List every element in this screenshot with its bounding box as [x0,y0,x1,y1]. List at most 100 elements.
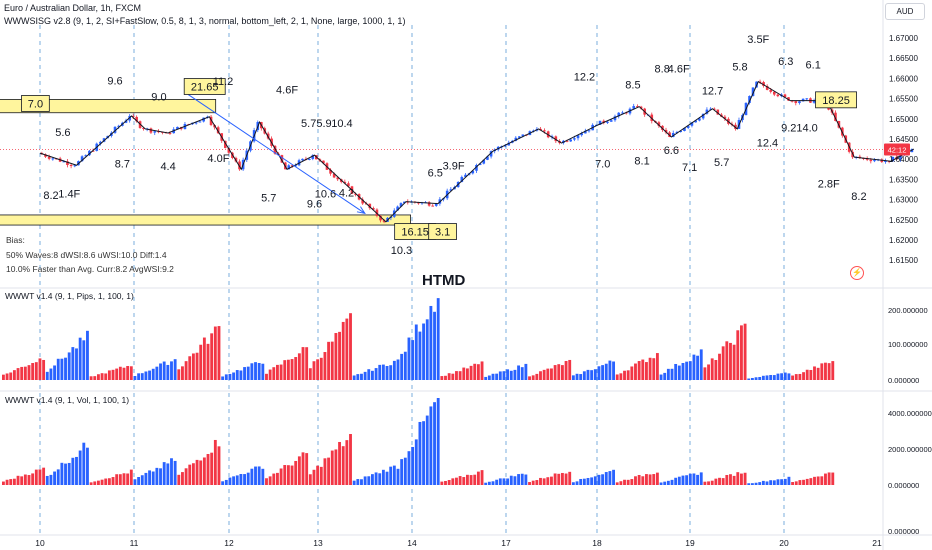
volume-bar [754,377,758,380]
volume-bar [60,462,64,485]
volume-bar [586,477,590,485]
volume-bar [371,370,374,380]
volume-bar [86,447,89,485]
volume-bar [513,476,517,485]
candle-body [769,89,773,92]
wave-label-box [183,78,226,95]
volume-bar [707,481,710,485]
volume-bar [436,298,440,380]
volume-bar [473,363,477,380]
volume-bar [268,476,272,485]
volume-bar [729,342,732,380]
wave-zigzag-line [39,80,915,223]
candle-body [329,169,332,174]
candle-body [486,156,489,160]
volume-bar [524,474,528,485]
volume-bar [181,472,184,485]
wave-label: 5.8 [732,61,747,73]
volume-bar [305,347,309,380]
candle-body [290,165,294,167]
volume-bar [71,347,75,380]
volume-bar [381,364,385,380]
wave-label: 4.4 [160,161,175,173]
volume-bar [498,371,502,380]
price-tick-label: 1.66000 [889,74,918,83]
volume-bar [104,478,108,485]
wave-label: 9.214.0 [781,122,818,134]
candle-body [686,125,690,128]
volume-bar [265,478,268,485]
wave-label: 5.7 [714,157,729,169]
wave-label: 12.4 [757,138,778,150]
candle-body [664,129,668,133]
volume-bar [579,374,583,380]
volume-bar [389,365,393,380]
candle-body [88,150,91,156]
volume-bar [352,375,356,380]
volume-bar [732,475,736,485]
candle-body [489,151,493,157]
volume-bar [824,362,827,380]
volume-bar [272,367,276,380]
volume-bar [820,476,824,485]
candle-body [805,98,809,100]
wave-label: 6.3 [778,56,793,68]
wave-label: 6.1 [806,59,821,71]
volume-bar [546,477,550,485]
volume-bar [246,472,250,485]
volume-bar [396,468,400,485]
volume-bar [655,353,659,380]
wave-label-box [815,91,857,109]
volume-bar [111,477,115,485]
volume-bar [674,363,678,380]
candle-body [117,125,120,127]
candle-body [783,94,787,98]
volume-bar [590,477,594,485]
volume-bar [151,368,155,380]
volume-bar [429,406,433,485]
volume-bar [235,475,239,485]
candle-body [417,202,420,204]
volume-bar [623,370,626,380]
volume-bar [688,473,692,485]
volume-bar [378,364,382,380]
candle-body [62,161,66,163]
volume-bar [564,361,568,380]
volume-bar [604,472,608,485]
volume-bar [272,473,276,485]
candle-body [379,215,382,221]
volume-bar [144,472,148,485]
candle-body [301,158,304,161]
volume-bar [290,359,294,380]
volume-bar [524,363,528,380]
volume-bar [498,478,502,485]
candle-body [698,118,701,121]
volume-bar [279,364,283,380]
volume-bar [20,476,24,485]
volume-bar [308,368,312,380]
volume-bar [535,480,539,485]
volume-bar [615,374,619,380]
volume-bar [571,375,575,380]
volume-bar [246,366,250,380]
candle-body [336,177,339,180]
volume-bar [575,481,579,485]
volume-bar [49,368,53,380]
volume-bar [520,367,524,380]
volume-bar [129,469,133,485]
volume-bar [626,370,630,380]
lightning-clock-icon[interactable]: ⚡ [850,266,864,280]
volume-bar [115,474,119,485]
trend-arrow [187,94,366,214]
volume-bar [290,465,294,485]
candle-body [478,163,482,165]
candle-body [449,189,453,191]
currency-button[interactable]: AUD [885,3,925,20]
candle-body [621,112,624,114]
time-tick-label: 21 [872,538,882,548]
candle-body [471,170,475,174]
volume-bar [338,331,341,380]
volume-bar [758,482,762,485]
volume-bar [42,359,46,380]
